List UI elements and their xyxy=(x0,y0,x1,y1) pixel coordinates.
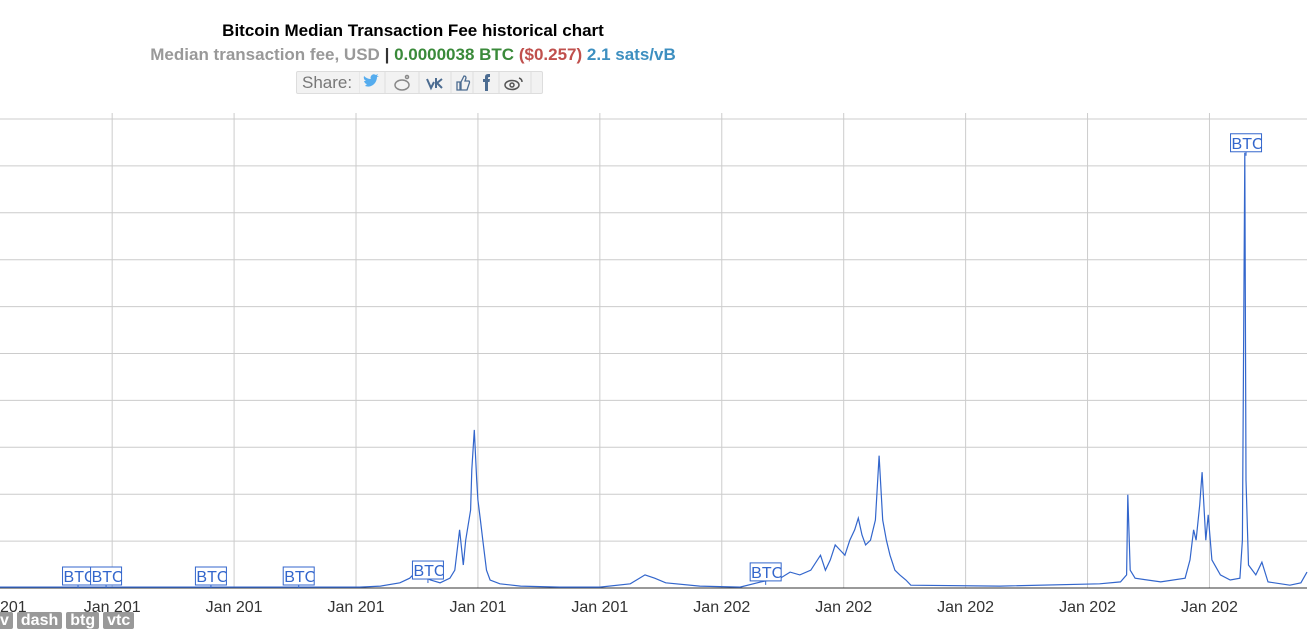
weibo-icon[interactable] xyxy=(504,77,523,91)
like-icon[interactable] xyxy=(456,75,471,91)
flag-box xyxy=(411,560,444,580)
flag-box xyxy=(1230,133,1263,153)
data-line xyxy=(0,152,1308,588)
x-tick-label: Jan 201 xyxy=(328,599,385,616)
coin-tag[interactable]: vtc xyxy=(103,612,135,629)
flag-text: BTC xyxy=(196,569,228,586)
x-tick-label: Jan 202 xyxy=(693,599,750,616)
annotation-flag: BTC xyxy=(90,566,124,588)
annotation-flag: BTC xyxy=(194,566,228,588)
subtitle-metric: Median transaction fee, USD xyxy=(150,45,380,64)
chart-title: Bitcoin Median Transaction Fee historica… xyxy=(222,21,604,40)
subtitle-btc: 0.0000038 BTC xyxy=(394,45,515,64)
vk-icon[interactable] xyxy=(426,78,443,91)
x-tick-label: Jan 201 xyxy=(571,599,628,616)
subtitle-separator: | xyxy=(384,45,390,64)
subtitle-usd: ($0.257) xyxy=(518,45,583,64)
x-tick-label: Jan 202 xyxy=(815,599,872,616)
chart-subtitle: Median transaction fee, USD | 0.0000038 … xyxy=(0,45,826,65)
x-tick-label: Jan 202 xyxy=(1059,599,1116,616)
share-icons xyxy=(359,72,532,93)
flag-text: BTC xyxy=(1232,136,1264,153)
coin-tag[interactable]: btg xyxy=(66,612,100,629)
flag-text: BTC xyxy=(92,569,124,586)
x-tick-label: Jan 202 xyxy=(937,599,994,616)
flag-text: BTC xyxy=(751,565,783,582)
flag-box xyxy=(194,566,227,586)
flag-box xyxy=(749,562,782,582)
annotation-flag: BTC xyxy=(1230,133,1264,156)
facebook-icon[interactable] xyxy=(483,74,490,91)
x-tick-label: Jan 202 xyxy=(1181,599,1238,616)
coin-tag[interactable]: dash xyxy=(16,612,63,629)
annotation-flag: BTC xyxy=(749,562,783,585)
share-label: Share: xyxy=(302,73,353,92)
reddit-icon[interactable] xyxy=(394,74,410,91)
annotation-flag: BTC xyxy=(411,560,445,584)
annotation-flag: BTC xyxy=(62,566,96,588)
flag-text: BTC xyxy=(413,563,445,580)
flag-text: BTC xyxy=(284,569,316,586)
annotation-flag: BTC xyxy=(282,566,316,588)
flag-text: BTC xyxy=(64,569,96,586)
x-tick-label: Jan 201 xyxy=(84,599,141,616)
x-tick-label: Jan 201 xyxy=(449,599,506,616)
x-tick-label: 201 xyxy=(0,599,27,616)
coin-tag[interactable]: v xyxy=(0,612,13,629)
flag-box xyxy=(90,566,123,586)
subtitle-sats: 2.1 sats/vB xyxy=(586,45,676,64)
flag-box xyxy=(282,566,315,586)
share-bar: Share: xyxy=(296,71,543,94)
coin-tags: v dash btg vtc xyxy=(0,612,135,629)
twitter-icon[interactable] xyxy=(363,74,379,87)
x-tick-label: Jan 201 xyxy=(206,599,263,616)
